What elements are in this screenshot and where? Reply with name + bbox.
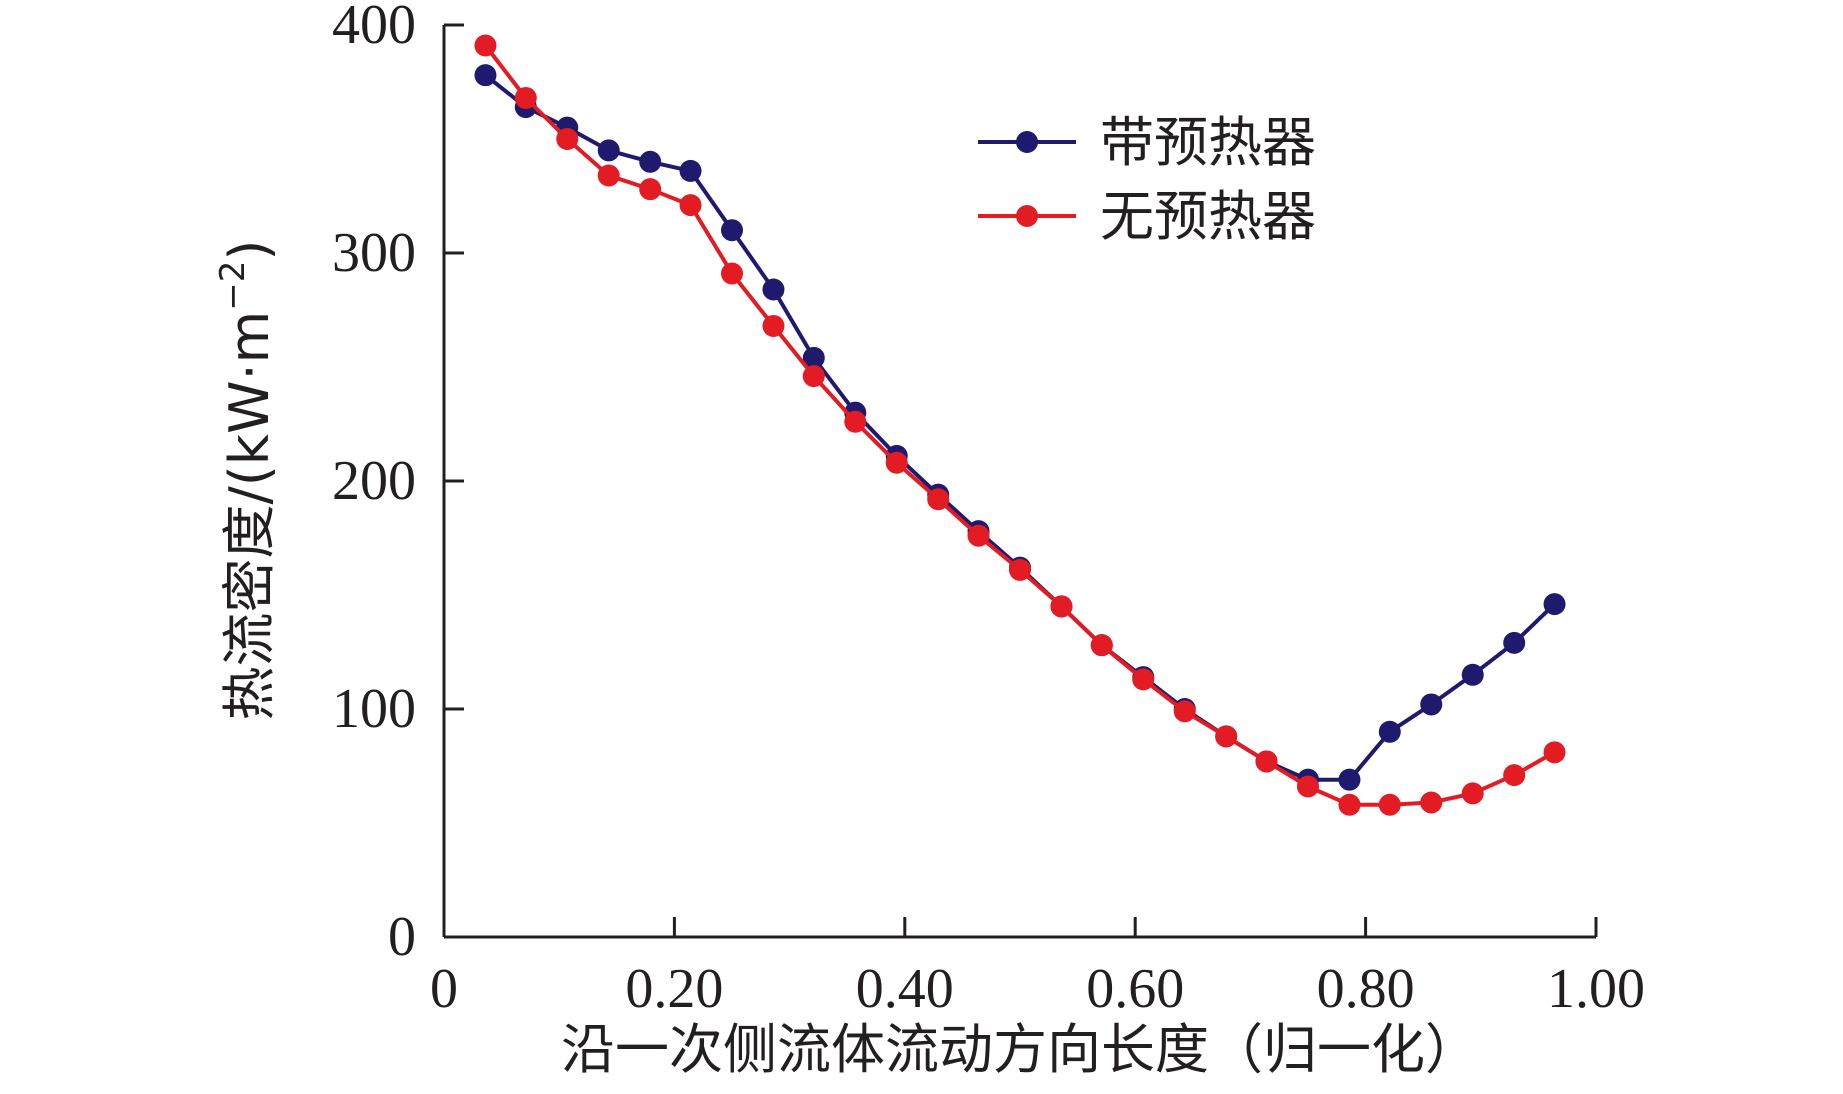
data-point xyxy=(1009,558,1031,581)
data-point xyxy=(802,365,825,388)
data-point xyxy=(474,64,497,87)
data-point xyxy=(1420,693,1443,716)
y-axis-title-sup: −2 xyxy=(213,261,253,311)
x-axis-title: 沿一次侧流体流动方向长度（归一化） xyxy=(561,1018,1479,1081)
x-tick-label: 0.20 xyxy=(625,958,723,1020)
x-tick-label: 1.00 xyxy=(1547,958,1645,1020)
data-point xyxy=(1461,782,1484,805)
y-tick-label: 0 xyxy=(388,906,416,968)
data-point xyxy=(1503,764,1526,787)
data-point xyxy=(1090,634,1113,657)
data-point xyxy=(885,451,908,474)
y-axis-title: 热流密度/(kW·m−2) xyxy=(213,240,281,721)
data-point xyxy=(1215,725,1238,748)
data-point xyxy=(1461,663,1484,686)
data-point xyxy=(679,194,702,217)
data-point xyxy=(639,178,662,201)
data-point xyxy=(1420,791,1443,814)
data-point xyxy=(1173,700,1196,723)
series-layer xyxy=(474,34,1566,816)
data-point xyxy=(762,314,785,337)
y-ticks: 0 100 200 300 400 xyxy=(332,0,464,968)
series-1 xyxy=(474,64,1566,791)
y-axis-title-main: 热流密度/(kW·m xyxy=(218,311,281,721)
data-point xyxy=(597,139,620,162)
x-tick-label: 0.60 xyxy=(1086,958,1184,1020)
data-point xyxy=(802,346,825,369)
data-point xyxy=(474,34,497,57)
data-point xyxy=(1338,793,1361,816)
data-point xyxy=(556,128,579,150)
data-point xyxy=(1543,593,1566,616)
data-point xyxy=(1543,741,1566,764)
y-tick-label: 200 xyxy=(332,450,416,512)
data-point xyxy=(597,164,620,187)
data-point xyxy=(679,159,702,182)
data-point xyxy=(639,150,662,173)
y-tick-label: 400 xyxy=(332,0,416,56)
data-point xyxy=(844,410,867,433)
data-point xyxy=(1378,720,1401,743)
data-point xyxy=(721,219,743,242)
legend-marker xyxy=(1016,205,1038,227)
legend-item-1: 带预热器 xyxy=(978,111,1316,174)
data-point xyxy=(1503,631,1526,654)
data-point xyxy=(721,262,743,285)
data-point xyxy=(762,278,785,301)
data-point xyxy=(1338,768,1361,791)
data-point xyxy=(1297,775,1319,798)
legend-label: 无预热器 xyxy=(1100,185,1316,248)
x-ticks: 0 0.20 0.40 0.60 0.80 1.00 xyxy=(430,917,1645,1020)
data-point xyxy=(514,86,537,109)
data-point xyxy=(1255,750,1278,773)
data-point xyxy=(1132,668,1155,691)
data-point xyxy=(1050,595,1073,618)
data-point xyxy=(967,524,990,547)
legend-label: 带预热器 xyxy=(1100,111,1316,174)
y-tick-label: 300 xyxy=(332,222,416,284)
y-tick-label: 100 xyxy=(332,678,416,740)
series-2 xyxy=(474,34,1566,816)
legend-item-2: 无预热器 xyxy=(978,185,1316,248)
x-tick-label: 0.80 xyxy=(1317,958,1415,1020)
y-axis-title-close: ) xyxy=(218,240,281,261)
x-tick-label: 0 xyxy=(430,958,458,1020)
x-tick-label: 0.40 xyxy=(856,958,954,1020)
svg-text:热流密度/(kW·m−2): 热流密度/(kW·m−2) xyxy=(213,240,281,721)
data-point xyxy=(927,488,950,511)
legend-marker xyxy=(1016,131,1038,153)
data-point xyxy=(1378,793,1401,816)
